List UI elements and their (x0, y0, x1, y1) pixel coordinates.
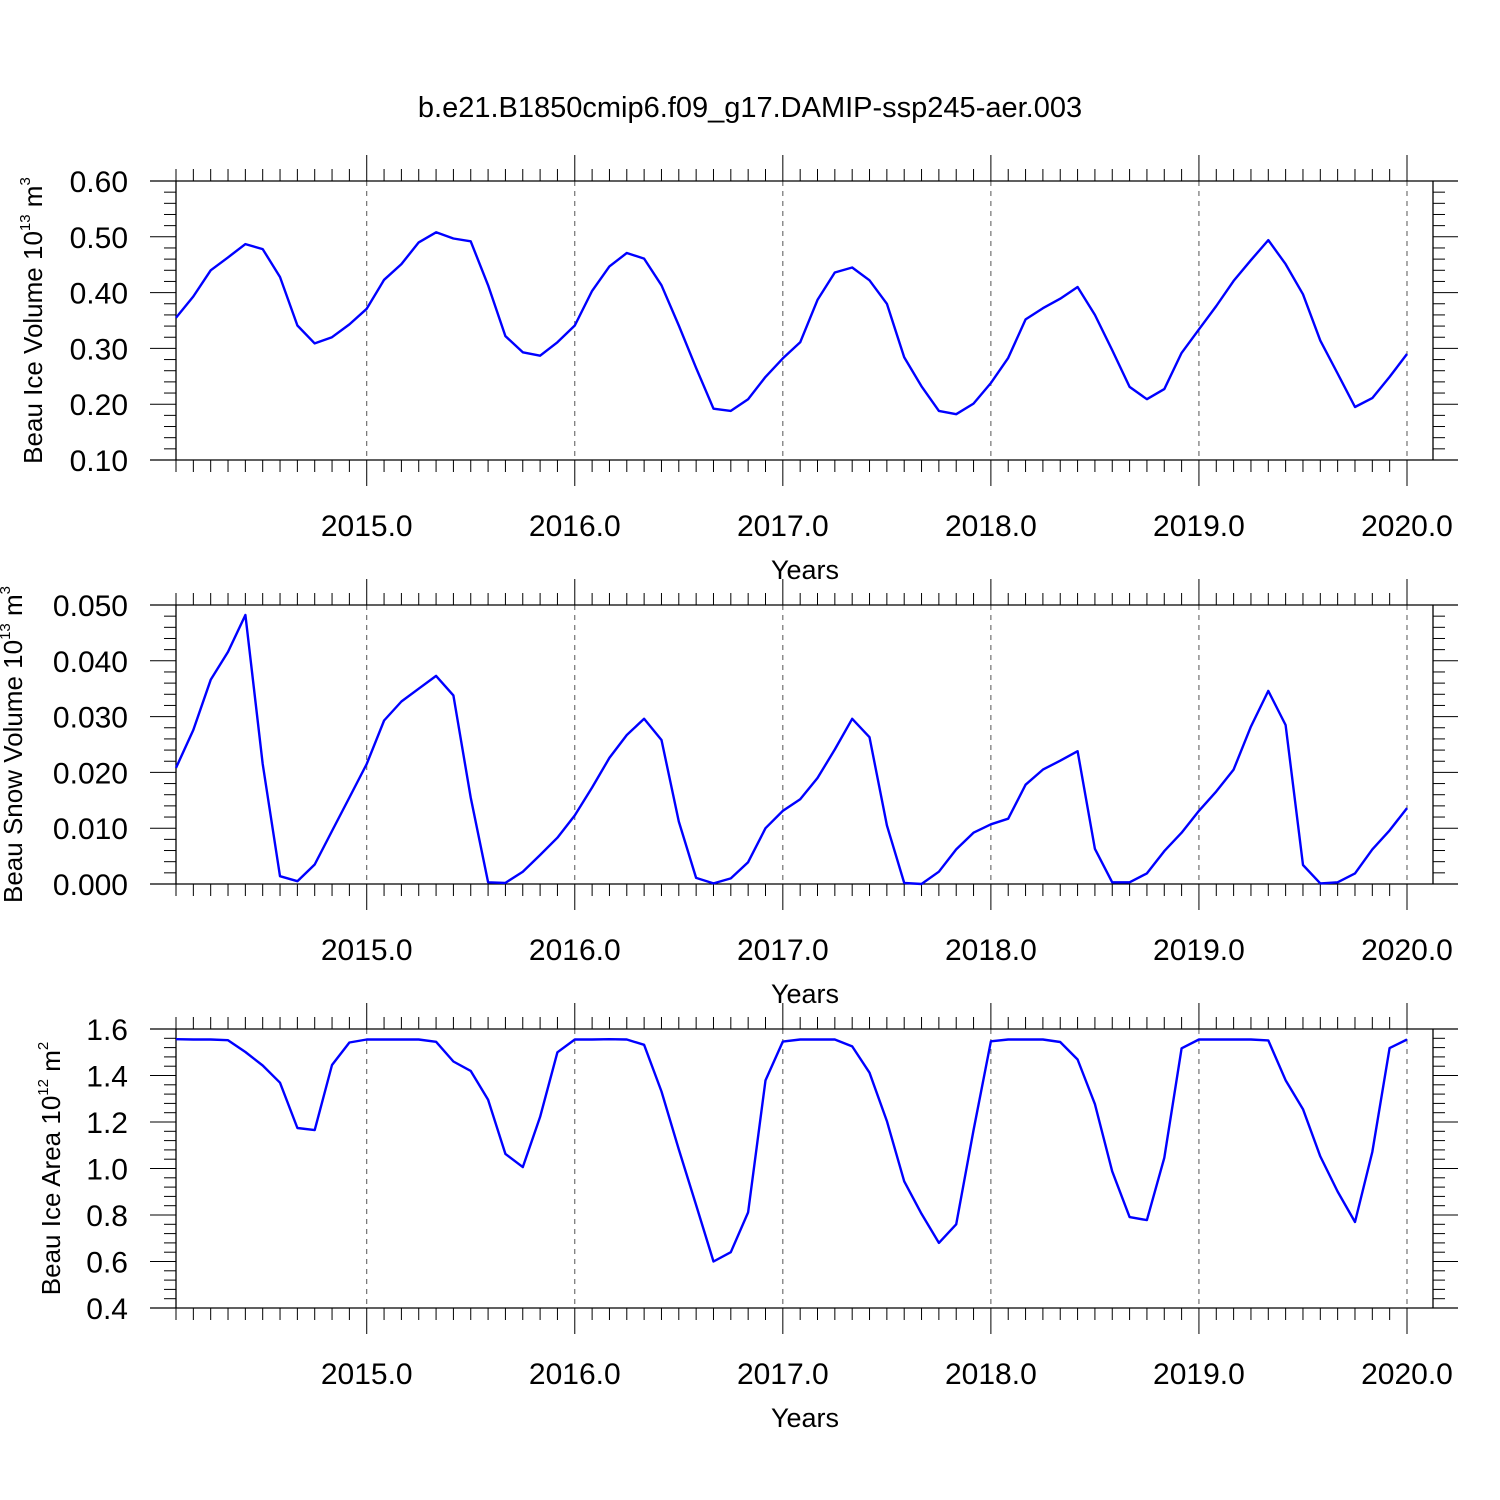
ice-area-series-line (175, 1037, 1408, 1263)
ice-area-y-axis-label: Beau Ice Area 1012 m2 (35, 1042, 66, 1295)
ice-area-x-tick-label: 2020.0 (1361, 1358, 1453, 1391)
ice-volume-series-line (175, 231, 1408, 416)
ice-area-x-axis-label: Years (771, 1403, 839, 1433)
ice-volume-y-tick-label: 0.10 (70, 445, 128, 478)
snow-volume-y-tick-label: 0.030 (53, 702, 128, 735)
ice-volume-x-tick-label: 2019.0 (1153, 510, 1245, 543)
ice-volume-y-axis-label: Beau Ice Volume 1013 m3 (17, 177, 48, 464)
ice-area-y-tick-label: 1.4 (86, 1061, 128, 1094)
snow-volume-x-tick-label: 2019.0 (1153, 934, 1245, 967)
snow-volume-x-tick-label: 2020.0 (1361, 934, 1453, 967)
snow-volume-y-tick-label: 0.000 (53, 869, 128, 902)
snow-volume-y-tick-label: 0.010 (53, 813, 128, 846)
snow-volume-series-line (174, 613, 1408, 886)
snow-volume-panel: 2015.0 2016.0 2017.0 2018.0 2019.0 2020.0 0.00… (0, 579, 1458, 1009)
ice-area-y-tick-label: 1.6 (86, 1014, 128, 1047)
ice-volume-y-tick-label: 0.30 (70, 333, 128, 366)
ice-area-y-tick-label: 1.2 (86, 1107, 128, 1140)
ice-area-x-tick-label: 2016.0 (529, 1358, 621, 1391)
ice-volume-y-tick-label: 0.60 (70, 166, 128, 199)
ice-area-panel: 2015.0 2016.0 2017.0 2018.0 2019.0 2020.0 0.4 0… (35, 1003, 1458, 1433)
snow-volume-x-tick-label: 2018.0 (945, 934, 1037, 967)
ice-volume-x-tick-label: 2017.0 (737, 510, 829, 543)
ice-volume-x-axis-label: Years (771, 555, 839, 585)
ice-volume-y-tick-label: 0.50 (70, 222, 128, 255)
snow-volume-y-tick-label: 0.020 (53, 757, 128, 790)
ice-volume-x-tick-label: 2016.0 (529, 510, 621, 543)
snow-volume-y-axis-label: Beau Snow Volume 1013 m3 (0, 586, 28, 903)
ice-volume-y-tick-label: 0.40 (70, 278, 128, 311)
ice-area-x-tick-label: 2019.0 (1153, 1358, 1245, 1391)
ice-area-x-tick-label: 2017.0 (737, 1358, 829, 1391)
ice-area-y-tick-label: 1.0 (86, 1154, 128, 1187)
ice-area-y-tick-label: 0.4 (86, 1293, 128, 1326)
ice-volume-y-tick-label: 0.20 (70, 389, 128, 422)
ice-volume-panel: 2015.0 2016.0 2017.0 2018.0 2019.0 2020.0 0.10… (17, 155, 1458, 585)
ice-volume-x-tick-label: 2015.0 (321, 510, 413, 543)
ice-volume-x-tick-label: 2018.0 (945, 510, 1037, 543)
snow-volume-x-tick-label: 2017.0 (737, 934, 829, 967)
snow-volume-y-tick-label: 0.050 (53, 590, 128, 623)
snow-volume-y-tick-label: 0.040 (53, 646, 128, 679)
ice-area-x-tick-label: 2015.0 (321, 1358, 413, 1391)
ice-area-y-tick-label: 0.6 (86, 1247, 128, 1280)
snow-volume-x-axis-label: Years (771, 979, 839, 1009)
ice-area-x-tick-label: 2018.0 (945, 1358, 1037, 1391)
figure-title: b.e21.B1850cmip6.f09_g17.DAMIP-ssp245-ae… (418, 92, 1082, 124)
snow-volume-x-tick-label: 2016.0 (529, 934, 621, 967)
snow-volume-x-tick-label: 2015.0 (321, 934, 413, 967)
ice-volume-x-tick-label: 2020.0 (1361, 510, 1453, 543)
ice-area-y-tick-label: 0.8 (86, 1200, 128, 1233)
